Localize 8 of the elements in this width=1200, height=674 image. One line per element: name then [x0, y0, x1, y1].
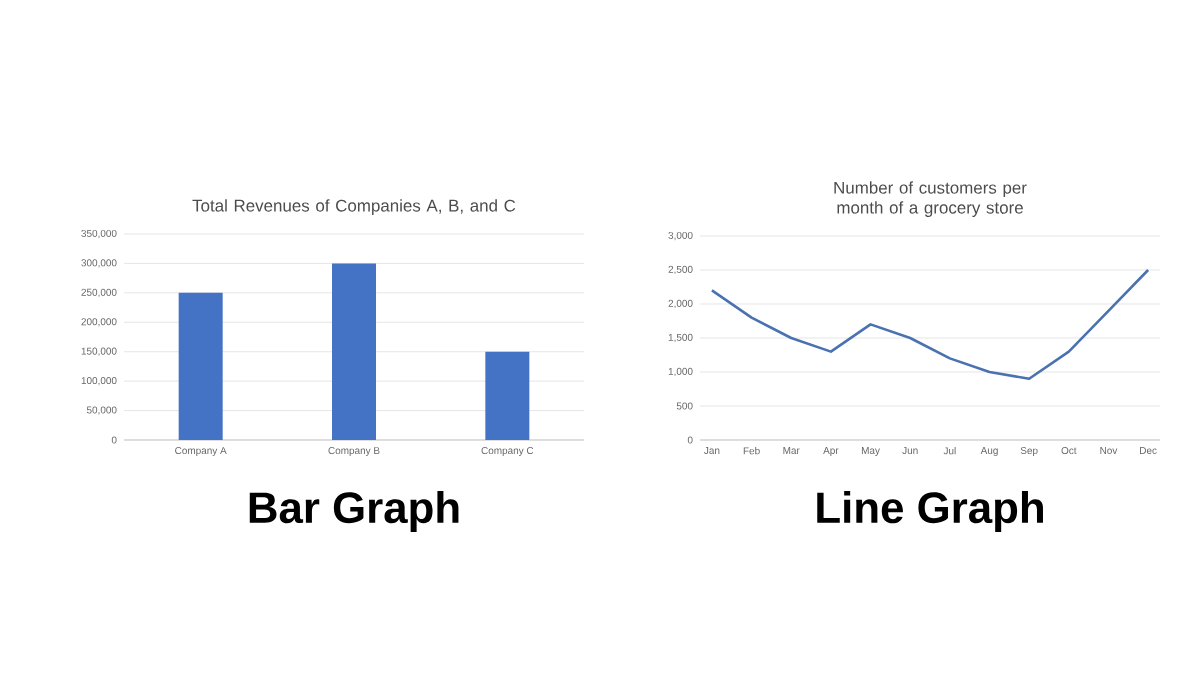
- bar: [178, 292, 223, 440]
- bar: [332, 263, 377, 440]
- text: Bar Graph: [249, 491, 459, 532]
- chart-title: Number of customers per month of a grocery store: [834, 181, 1027, 217]
- line-series: [710, 268, 1150, 381]
- text: Line Graph: [817, 491, 1043, 532]
- bar: [485, 351, 530, 440]
- chart-title: Total Revenues of Companies A, B, and C: [192, 199, 516, 215]
